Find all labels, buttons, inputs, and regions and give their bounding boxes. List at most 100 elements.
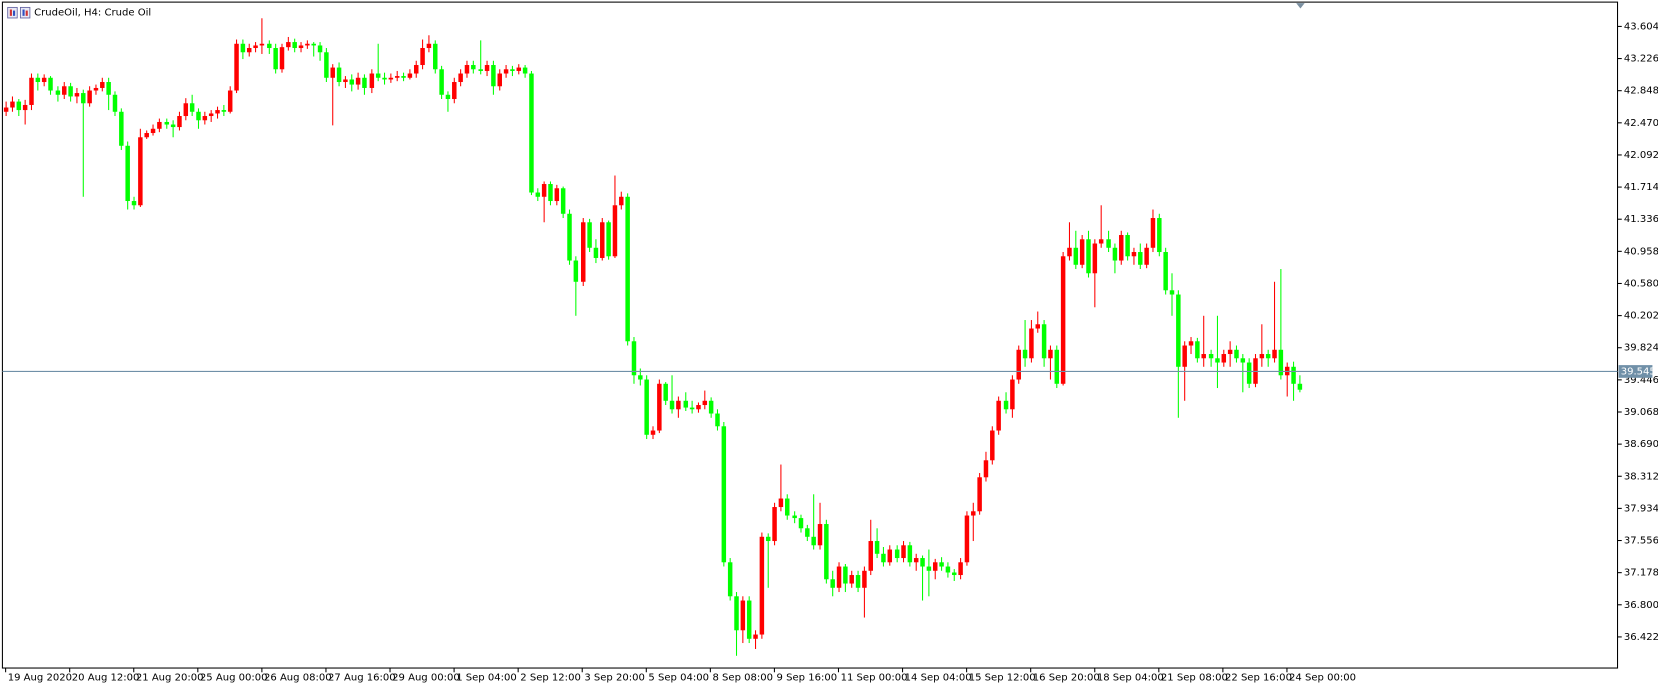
candle-body (1246, 362, 1252, 384)
y-tick-label: 41.336 (1624, 214, 1658, 225)
candle-body (439, 69, 444, 95)
candle-body (317, 45, 323, 53)
candle-body (267, 43, 272, 49)
candle-body (676, 400, 681, 410)
candle-body (1221, 354, 1227, 363)
candle-body (926, 566, 932, 571)
candle-body (100, 82, 105, 88)
candle-body (907, 545, 913, 563)
candle-body (1215, 358, 1220, 363)
candle-body (452, 82, 457, 100)
candle-body (778, 498, 784, 508)
candle-body (727, 562, 733, 597)
y-tick-label: 40.958 (1624, 246, 1658, 257)
candle-body (862, 570, 867, 588)
candle-body (1278, 349, 1284, 376)
candle-body (548, 184, 553, 202)
candle-body (484, 65, 490, 71)
x-tick-label: 15 Sep 12:00 (969, 673, 1036, 684)
candle-body (93, 87, 99, 91)
candle-body (286, 42, 291, 48)
candle-body (234, 43, 239, 91)
candle-body (901, 545, 906, 559)
candle-body (996, 400, 1001, 431)
symbol-icon (7, 6, 31, 19)
candle-body (183, 103, 189, 117)
candle-body (215, 110, 220, 114)
candle-body (426, 43, 432, 49)
x-tick-label: 24 Sep 00:00 (1289, 673, 1356, 684)
candle-body (587, 222, 592, 248)
candle-body (1010, 379, 1015, 410)
candle-body (240, 43, 246, 53)
candle-body (939, 562, 944, 567)
candle-body (1201, 354, 1206, 359)
candle-body (689, 407, 695, 410)
candle-body (983, 460, 989, 478)
candle-body (785, 498, 790, 516)
candle-body (1092, 243, 1098, 274)
candle-body (811, 536, 816, 546)
x-tick-label: 19 Aug 2020 (8, 673, 72, 684)
y-tick-label: 38.312 (1624, 471, 1658, 482)
candle-body (798, 518, 804, 529)
candle-body (894, 549, 900, 559)
candle-body (1022, 349, 1028, 359)
x-tick-label: 27 Aug 16:00 (328, 673, 396, 684)
candle-body (227, 90, 233, 112)
candle-body (535, 192, 541, 197)
candle-body (202, 116, 208, 121)
candle-body (87, 90, 92, 104)
x-tick-label: 21 Sep 08:00 (1161, 673, 1228, 684)
candle-body (990, 430, 995, 461)
x-tick-label: 9 Sep 16:00 (777, 673, 838, 684)
candle-body (382, 77, 387, 80)
candle-body (349, 79, 355, 85)
candle-body (388, 77, 394, 80)
x-tick-label: 5 Sep 04:00 (648, 673, 709, 684)
candle-body (560, 188, 566, 214)
candle-body (554, 188, 560, 202)
candle-body (1131, 252, 1137, 257)
candle-body (189, 103, 195, 112)
candle-body (1016, 349, 1021, 380)
candle-body (1163, 252, 1168, 291)
candle-body (541, 184, 547, 197)
candle-body (16, 101, 22, 111)
candle-body (1125, 235, 1130, 257)
candle-body (1073, 247, 1079, 265)
candle-body (1259, 354, 1265, 359)
candle-body (683, 400, 689, 408)
candle-body (817, 524, 823, 546)
candle-body (253, 45, 258, 49)
candle-body (1144, 247, 1149, 265)
candle-body (68, 86, 73, 97)
candle-body (125, 145, 130, 202)
y-tick-label: 39.446 (1624, 375, 1658, 386)
price-label: 39.545 (1621, 366, 1656, 377)
candle-body (292, 42, 297, 49)
y-tick-label: 43.604 (1624, 21, 1658, 32)
candle-body (144, 133, 149, 138)
candle-body (932, 562, 938, 571)
candle-body (177, 116, 182, 128)
candle-body (478, 69, 483, 71)
candle-body (1106, 239, 1111, 248)
candle-body (1227, 349, 1233, 355)
candle-body (1119, 235, 1124, 261)
candle-body (1086, 239, 1091, 274)
x-tick-label: 2 Sep 12:00 (520, 673, 581, 684)
candle-body (887, 549, 893, 563)
y-tick-label: 40.202 (1624, 311, 1658, 322)
candle-body (696, 405, 701, 410)
candle-body (913, 558, 919, 563)
x-tick-label: 20 Aug 12:00 (72, 673, 140, 684)
candle-body (612, 205, 618, 257)
candle-body (35, 77, 41, 83)
candle-body (150, 128, 156, 134)
candle-body (1041, 324, 1047, 359)
chart-title: CrudeOil, H4: Crude Oil (34, 8, 151, 19)
candle-body (138, 137, 143, 206)
y-tick-label: 40.580 (1624, 278, 1658, 289)
candle-body (510, 69, 515, 71)
